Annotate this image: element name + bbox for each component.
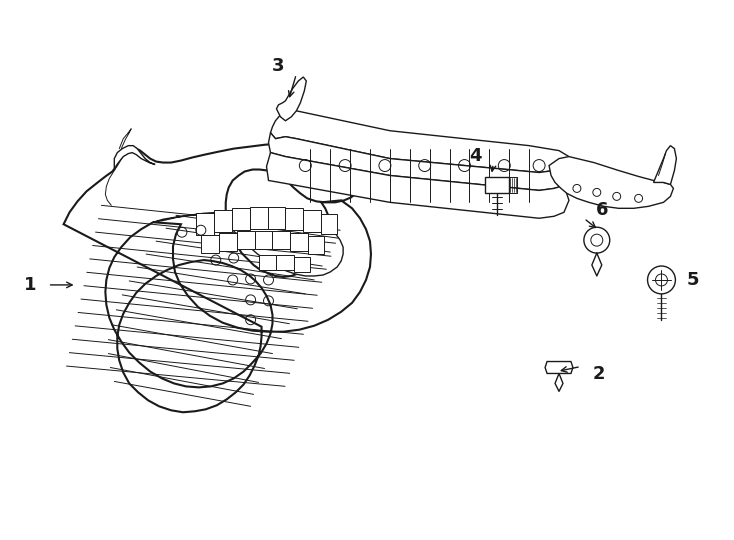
Text: 3: 3 [272,57,285,75]
Polygon shape [153,211,343,276]
Polygon shape [308,236,324,254]
Polygon shape [219,233,236,251]
Text: 2: 2 [592,366,605,383]
Polygon shape [291,233,308,251]
Polygon shape [64,143,371,412]
Polygon shape [277,77,306,121]
Polygon shape [271,109,569,172]
Polygon shape [250,207,267,229]
Polygon shape [653,146,677,185]
Polygon shape [201,235,219,253]
Polygon shape [269,133,569,191]
Polygon shape [272,231,291,249]
Text: 5: 5 [687,271,700,289]
Polygon shape [236,231,255,249]
Polygon shape [294,257,310,272]
Polygon shape [266,153,569,218]
Polygon shape [286,208,303,230]
Polygon shape [303,210,321,232]
Polygon shape [255,231,272,249]
Polygon shape [115,146,155,171]
Polygon shape [196,213,214,235]
Polygon shape [214,210,232,232]
Text: 4: 4 [469,146,482,165]
Polygon shape [321,214,337,234]
Polygon shape [267,207,286,229]
Polygon shape [232,208,250,230]
Polygon shape [258,255,277,270]
Text: 6: 6 [595,201,608,219]
Text: 1: 1 [23,276,36,294]
Polygon shape [549,157,673,208]
Polygon shape [485,178,509,193]
Polygon shape [277,255,294,270]
Polygon shape [545,361,573,374]
